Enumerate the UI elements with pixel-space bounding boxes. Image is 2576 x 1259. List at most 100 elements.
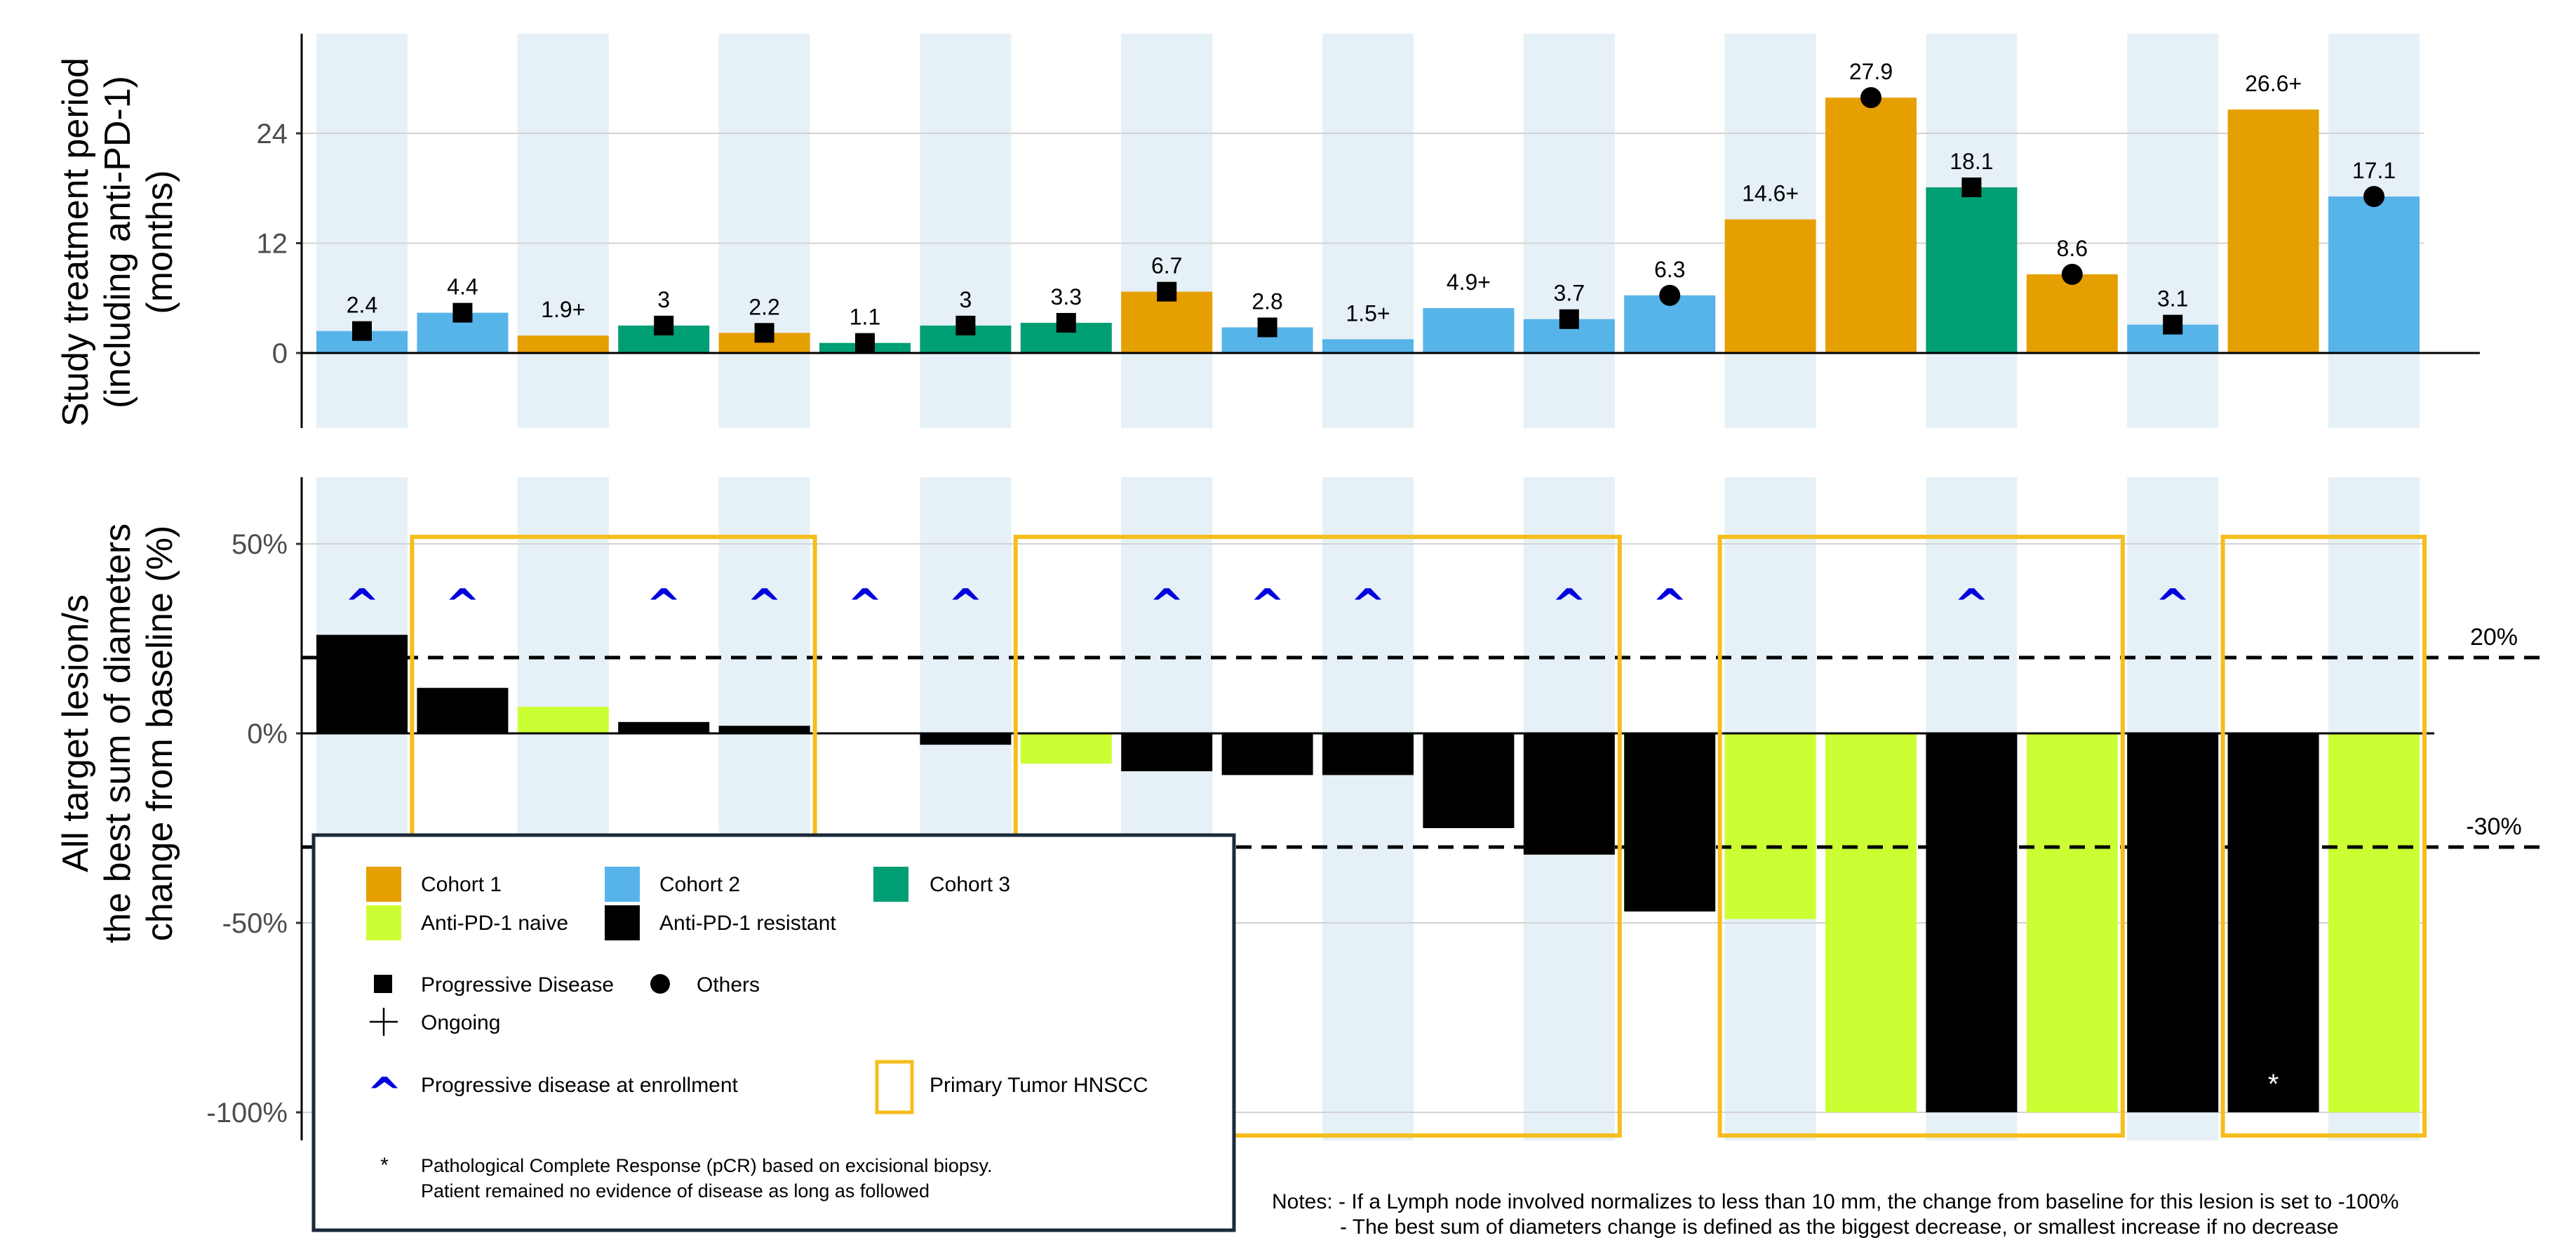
top-value-label-16: 27.9 (1849, 59, 1893, 84)
stripe-bottom-10 (1322, 477, 1414, 1140)
top-bar-18 (2026, 274, 2118, 353)
bottom-bar-13 (1523, 733, 1615, 855)
bottom-bar-16 (1825, 733, 1917, 1112)
bottom-bar-4 (618, 721, 710, 733)
top-bars (316, 98, 2420, 353)
top-value-label-10: 2.8 (1252, 288, 1282, 314)
top-bar-11 (1322, 339, 1414, 353)
top-value-label-1: 2.4 (347, 293, 377, 318)
top-tick-label-24: 24 (257, 119, 288, 149)
bottom-bar-15 (1724, 733, 1816, 919)
top-bar-12 (1423, 308, 1515, 353)
top-value-label-14: 6.3 (1654, 257, 1685, 282)
legend-label-resistant: Anti-PD-1 resistant (659, 912, 836, 935)
pcr-marker-20: * (2268, 1069, 2279, 1100)
bottom-tick-label-3: -100% (206, 1098, 288, 1128)
bottom-bar-10 (1221, 733, 1313, 775)
stripe-top-4 (718, 34, 810, 428)
pd-marker-1 (352, 321, 372, 341)
legend-label-naive: Anti-PD-1 naive (421, 912, 568, 935)
legend-swatch-cohort1 (366, 867, 401, 902)
legend-label-pd-enrollment: Progressive disease at enrollment (421, 1074, 739, 1097)
bottom-ylabel-line2: the best sum of diameters (98, 524, 138, 943)
bottom-bar-17 (1926, 733, 2018, 1112)
other-marker-18 (2061, 263, 2083, 285)
pd-enrollment-caret-11: ^ (1350, 580, 1386, 630)
pd-enrollment-caret-1: ^ (344, 580, 380, 630)
top-bar-20 (2227, 109, 2319, 353)
top-value-label-18: 8.6 (2057, 236, 2088, 261)
pd-enrollment-caret-19: ^ (2155, 580, 2190, 630)
legend: Cohort 1 Cohort 2 Cohort 3 Anti-PD-1 nai… (311, 833, 1236, 1232)
top-value-label-13: 3.7 (1554, 281, 1585, 306)
pd-marker-17 (1961, 177, 1982, 197)
legend-label-cohort3: Cohort 3 (930, 873, 1010, 896)
ref-line-label-0: 20% (2470, 624, 2518, 651)
legend-pcr-line1: Pathological Complete Response (pCR) bas… (421, 1155, 992, 1176)
legend-square-icon (374, 975, 392, 993)
bottom-bar-18 (2026, 733, 2118, 1112)
pd-enrollment-caret-4: ^ (646, 580, 681, 630)
bottom-axis: 50% 0% -50% -100% (206, 477, 303, 1140)
top-value-label-15: 14.6+ (1742, 181, 1799, 206)
pd-marker-19 (2163, 314, 2183, 335)
pd-enrollment-caret-17: ^ (1954, 580, 1989, 630)
legend-label-cohort1: Cohort 1 (421, 873, 502, 896)
top-gridlines (302, 133, 2424, 244)
hnscc-box-4 (2220, 535, 2427, 1138)
top-value-label-19: 3.1 (2157, 286, 2188, 312)
pd-enrollment-caret-9: ^ (1149, 580, 1184, 630)
top-status-markers (352, 87, 2384, 353)
pd-marker-7 (955, 315, 976, 335)
top-bar-21 (2328, 196, 2420, 353)
stripe-top-18 (2127, 34, 2219, 428)
top-bar-16 (1825, 98, 1917, 353)
bottom-bar-3 (517, 707, 609, 733)
legend-label-cohort2: Cohort 2 (659, 873, 740, 896)
pd-marker-10 (1257, 317, 1277, 338)
top-value-label-20: 26.6+ (2245, 71, 2302, 96)
bottom-bars: * (302, 634, 2434, 1112)
pd-enrollment-caret-2: ^ (445, 580, 480, 630)
legend-swatch-naive (366, 905, 401, 940)
pd-marker-9 (1157, 281, 1177, 302)
bottom-bar-11 (1322, 733, 1414, 775)
notes-line1: Notes: - If a Lymph node involved normal… (1272, 1190, 2399, 1213)
legend-caret-icon: ^ (367, 1069, 402, 1118)
bottom-tick-label-0: 50% (232, 529, 288, 560)
bottom-bar-21 (2328, 733, 2420, 1112)
stripe-top-2 (517, 34, 609, 428)
bottom-bar-5 (718, 726, 810, 733)
top-tick-label-12: 12 (257, 229, 288, 260)
bottom-bar-20 (2227, 733, 2319, 1112)
other-marker-14 (1659, 284, 1681, 306)
top-value-labels: 2.4 4.4 1.9+ 3 2.2 1.1 3 3.3 6.7 2.8 1.5+ 4.9+ 3.7 6.… (347, 59, 2396, 330)
top-value-label-12: 4.9+ (1447, 269, 1491, 295)
legend-pcr-symbol: * (380, 1154, 389, 1177)
pd-enrollment-caret-6: ^ (847, 580, 883, 630)
top-value-label-21: 17.1 (2352, 158, 2396, 183)
notes-line2: - The best sum of diameters change is de… (1340, 1215, 2339, 1239)
legend-swatch-cohort3 (873, 867, 908, 902)
top-value-label-8: 3.3 (1051, 284, 1082, 309)
ref-line-label-1: -30% (2466, 813, 2521, 840)
pd-enrollment-caret-14: ^ (1652, 580, 1687, 630)
other-marker-21 (2363, 185, 2384, 207)
top-ylabel-line1: Study treatment period (55, 58, 96, 427)
stripe-top-0 (316, 34, 408, 428)
bottom-bar-2 (417, 688, 509, 733)
bottom-ylabel-line1: All target lesion/s (55, 594, 96, 872)
top-value-label-3: 1.9+ (541, 297, 585, 322)
legend-label-pd: Progressive Disease (421, 973, 614, 997)
pd-marker-13 (1559, 309, 1579, 329)
stripe-top-10 (1322, 34, 1414, 428)
pd-enrollment-caret-7: ^ (948, 580, 983, 630)
bottom-bar-19 (2127, 733, 2219, 1112)
legend-pcr-line2: Patient remained no evidence of disease … (421, 1180, 930, 1201)
stripe-top-6 (920, 34, 1012, 428)
legend-circle-icon (650, 974, 670, 994)
top-value-label-7: 3 (960, 287, 972, 312)
bottom-tick-label-2: -50% (222, 908, 288, 939)
bottom-bar-1 (316, 634, 408, 733)
top-bar-17 (1926, 187, 2018, 353)
